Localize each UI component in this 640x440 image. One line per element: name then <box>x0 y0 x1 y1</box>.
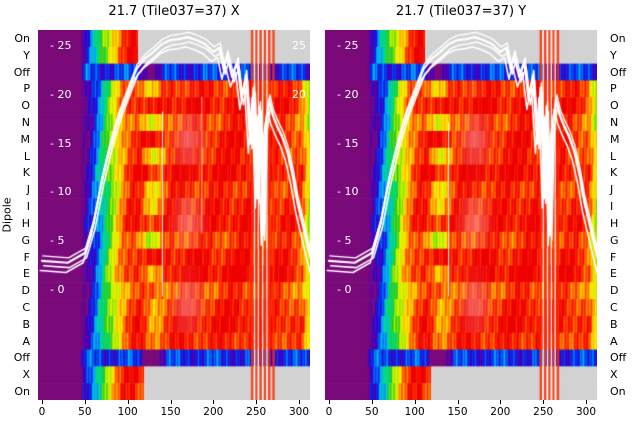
dipole-row-label: G <box>21 233 30 247</box>
dipole-row-label: X <box>22 368 30 382</box>
dipole-labels-left: On Y Off P O N M L K J I H G F E D C B A Off X On <box>0 0 34 440</box>
x-tick-mark <box>256 400 258 404</box>
dipole-row-label: X <box>610 368 618 382</box>
dipole-row-label: J <box>610 183 614 197</box>
dipole-row-label: On <box>14 385 30 399</box>
x-tick-label: 100 <box>117 406 138 418</box>
dipole-row-label: F <box>23 250 30 264</box>
dipole-row-label: O <box>21 99 30 113</box>
dipole-row-label: E <box>610 267 617 281</box>
dipole-row-label: On <box>610 385 626 399</box>
dipole-row-label: K <box>22 166 30 180</box>
x-tick-label: 50 <box>365 406 379 418</box>
heatmap-canvas-y <box>325 30 597 400</box>
x-tick-label: 0 <box>325 406 333 418</box>
inner-db-label: - 20 <box>337 87 359 101</box>
dipole-row-label: N <box>610 116 619 129</box>
x-tick-mark <box>213 400 215 404</box>
dipole-row-label: F <box>610 250 617 264</box>
dipole-row-label: B <box>610 317 618 331</box>
dipole-row-label: L <box>610 149 617 163</box>
dipole-row-label: J <box>26 183 30 197</box>
x-tick-mark <box>299 400 300 404</box>
dipole-row-label: L <box>23 149 30 163</box>
dipole-row-label: H <box>21 216 30 230</box>
inner-db-label: - 0 <box>337 283 352 297</box>
dipole-row-label: D <box>610 284 619 298</box>
x-tick-label: 300 <box>575 406 597 418</box>
dipole-row-label: A <box>610 334 618 348</box>
dipole-row-label: M <box>20 132 31 146</box>
x-tick-mark <box>84 400 86 404</box>
x-tick-mark <box>170 400 172 404</box>
dipole-labels-right: On Y Off P O N M L K J I H G F E D C B A Off X On <box>602 0 640 440</box>
dipole-row-label: Off <box>610 65 627 79</box>
dipole-row-label: Off <box>13 65 30 79</box>
inner-db-label: - 10 <box>337 185 359 199</box>
x-tick-mark <box>586 400 587 404</box>
x-tick-mark <box>500 400 502 404</box>
panel-x-title: 21.7 (Tile037=37) X <box>108 4 240 19</box>
dipole-row-label: I <box>26 200 30 214</box>
x-tick-mark <box>414 400 416 404</box>
x-tick-mark <box>457 400 459 404</box>
dipole-row-label: K <box>610 166 618 180</box>
x-tick-mark <box>371 400 373 404</box>
inner-db-label: - 25 <box>337 38 359 52</box>
x-tick-label: 150 <box>160 406 181 418</box>
x-tick-label: 200 <box>490 406 511 418</box>
heatmap-canvas-x <box>38 30 310 400</box>
dipole-row-label: O <box>610 99 619 113</box>
dipole-row-label: C <box>610 301 618 314</box>
x-tick-mark <box>42 400 43 404</box>
inner-db-label: - 15 <box>50 136 72 150</box>
x-tick-label: 250 <box>246 406 267 418</box>
panel-y-title: 21.7 (Tile037=37) Y <box>395 4 527 19</box>
x-tick-mark <box>127 400 129 404</box>
dipole-row-label: Off <box>13 351 30 365</box>
dipole-row-label: N <box>21 116 30 129</box>
x-tick-mark <box>543 400 545 404</box>
x-tick-label: 0 <box>38 406 46 418</box>
x-tick-mark <box>329 400 330 404</box>
dipole-row-label: G <box>610 233 619 247</box>
panel-y: - 25 - 20 - 15 - 10 - 5 - 0 <box>325 30 597 400</box>
dipole-row-label: M <box>610 132 620 146</box>
x-tick-label: 50 <box>78 406 92 418</box>
inner-db-label: - 20 <box>50 87 72 101</box>
dipole-row-label: Y <box>23 48 30 62</box>
dipole-row-label: E <box>23 267 30 281</box>
dipole-row-label: P <box>610 82 617 96</box>
inner-db-label: - 25 <box>50 38 72 52</box>
dipole-row-label: On <box>610 31 626 45</box>
x-tick-label: 200 <box>203 406 224 418</box>
inner-db-label-right: 25 <box>292 38 306 52</box>
dipole-row-label: H <box>610 216 619 230</box>
dipole-row-label: B <box>22 317 30 331</box>
inner-db-label: - 10 <box>50 185 72 199</box>
panel-x: - 25 - 20 - 15 - 10 - 5 - 0 25 20 <box>38 30 310 400</box>
inner-db-label: - 5 <box>50 234 65 248</box>
dipole-row-label: Y <box>610 48 617 62</box>
inner-db-label-right: 20 <box>292 87 306 101</box>
dipole-row-label: Off <box>610 351 627 365</box>
x-tick-label: 150 <box>447 406 468 418</box>
x-tick-label: 100 <box>404 406 425 418</box>
inner-db-label: - 5 <box>337 234 352 248</box>
x-tick-label: 300 <box>288 406 310 418</box>
dipole-row-label: P <box>23 82 30 96</box>
inner-db-label: - 0 <box>50 283 65 297</box>
dipole-row-label: A <box>22 334 30 348</box>
inner-db-label: - 15 <box>337 136 359 150</box>
dipole-row-label: D <box>21 284 30 298</box>
dipole-row-label: I <box>610 200 614 214</box>
dipole-row-label: C <box>22 301 30 314</box>
x-tick-label: 250 <box>533 406 554 418</box>
dipole-row-label: On <box>14 31 30 45</box>
